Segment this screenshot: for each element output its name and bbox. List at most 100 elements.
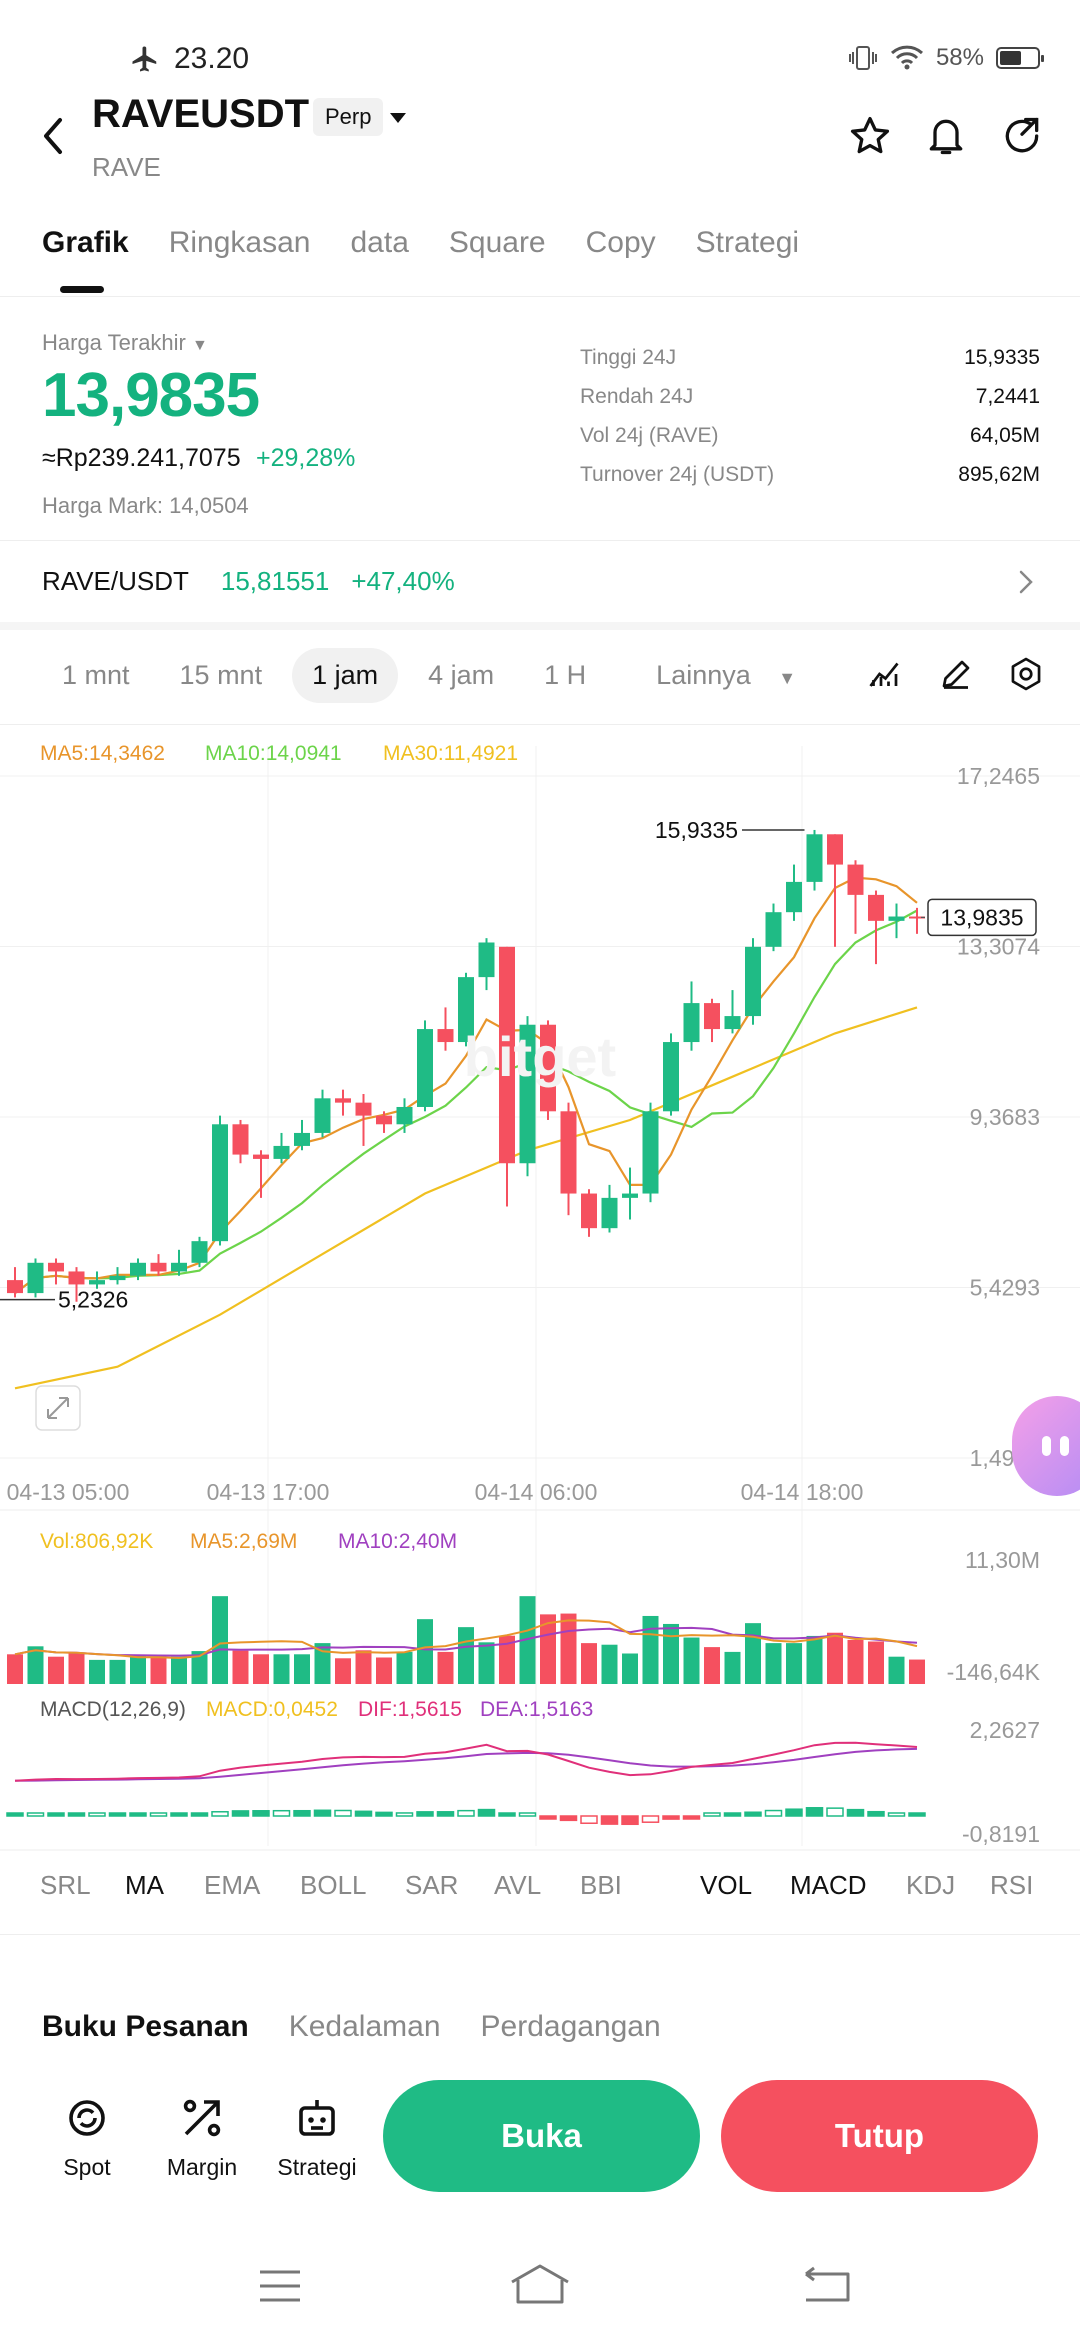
open-position-button[interactable]: Buka: [383, 2080, 700, 2192]
stat-row: Turnover 24j (USDT) 895,62M: [580, 463, 1040, 502]
interval-1m[interactable]: 1 mnt: [62, 660, 130, 690]
candle-up: [417, 1029, 433, 1107]
divider: [0, 724, 1080, 725]
assistant-bubble[interactable]: [1012, 1396, 1080, 1496]
strategi-action[interactable]: Strategi: [274, 2090, 360, 2181]
ma30-label: MA30:11,4921: [383, 742, 518, 765]
spot-pair-row[interactable]: RAVE/USDT 15,81551 +47,40%: [42, 566, 455, 597]
macd-y-max: 2,2627: [970, 1717, 1040, 1743]
indicator-macd[interactable]: MACD: [790, 1870, 867, 1900]
volume-bar: [458, 1627, 474, 1684]
y-tick-label: 9,3683: [970, 1104, 1040, 1130]
indicator-kdj[interactable]: KDJ: [906, 1870, 956, 1900]
volume-bar: [109, 1659, 126, 1684]
stat-value: 15,9335: [964, 346, 1040, 369]
volume-bar: [396, 1651, 413, 1684]
interval-1d[interactable]: 1 H: [544, 660, 587, 690]
tab-depth[interactable]: Kedalaman: [288, 2010, 441, 2043]
x-tick-label: 04-14 18:00: [741, 1479, 864, 1505]
tab-trades[interactable]: Perdagangan: [480, 2010, 661, 2043]
candle-down: [868, 894, 884, 921]
indicator-ema[interactable]: EMA: [204, 1870, 261, 1900]
tab-order-book[interactable]: Buku Pesanan: [42, 2010, 249, 2043]
interval-more[interactable]: Lainnya ▼: [656, 660, 797, 690]
stat-row: Vol 24j (RAVE) 64,05M: [580, 424, 1040, 463]
chevron-down-icon[interactable]: [388, 110, 408, 126]
back-nav-icon[interactable]: [805, 2266, 850, 2302]
volume-bar: [478, 1642, 495, 1684]
volume-bar: [663, 1623, 679, 1684]
chevron-right-icon[interactable]: [1016, 568, 1036, 596]
macd-histogram-bar: [764, 1809, 783, 1817]
vol-label: Vol:806,92K: [40, 1530, 153, 1553]
margin-action[interactable]: Margin: [162, 2090, 242, 2181]
candle-up: [130, 1262, 146, 1276]
stat-row: Rendah 24J 7,2441: [580, 385, 1040, 424]
stat-value: 64,05M: [969, 424, 1040, 447]
indicator-vol[interactable]: VOL: [700, 1870, 753, 1900]
menu-icon[interactable]: [260, 2270, 300, 2302]
candle-down: [540, 1024, 556, 1112]
page-title[interactable]: RAVEUSDT: [92, 92, 310, 136]
tab-ringkasan[interactable]: Ringkasan: [168, 226, 311, 259]
dea-label: DEA:1,5163: [480, 1698, 593, 1721]
macd-histogram-bar: [723, 1812, 742, 1817]
indicator-ma[interactable]: MA: [125, 1870, 164, 1900]
indicator-avl[interactable]: AVL: [494, 1870, 542, 1900]
candle-up: [622, 1193, 638, 1198]
close-position-button[interactable]: Tutup: [721, 2080, 1038, 2192]
tab-copy[interactable]: Copy: [585, 226, 656, 259]
macd-histogram-bar: [375, 1811, 393, 1817]
last-price-label[interactable]: Harga Terakhir ▼: [42, 330, 208, 355]
volume-bar: [27, 1646, 44, 1684]
macd-histogram-bar: [682, 1815, 701, 1820]
book-tabs: Buku Pesanan Kedalaman Perdagangan: [42, 2010, 661, 2044]
mark-price: Harga Mark: 14,0504: [42, 493, 249, 518]
tab-grafik[interactable]: Grafik: [42, 226, 129, 259]
macd-y-min: -0,8191: [962, 1821, 1040, 1847]
macd-histogram-bar: [477, 1808, 496, 1817]
macd-histogram-bar: [354, 1810, 373, 1817]
indicator-icon[interactable]: [866, 656, 902, 692]
interval-15m[interactable]: 15 mnt: [179, 660, 263, 690]
interval-1h[interactable]: 1 jam: [292, 648, 399, 703]
candle-down: [581, 1193, 597, 1229]
indicator-sar[interactable]: SAR: [405, 1870, 459, 1900]
back-icon[interactable]: [38, 114, 68, 158]
star-icon[interactable]: [848, 114, 892, 158]
volume-bar: [560, 1613, 577, 1684]
high-label: 15,9335: [655, 817, 738, 843]
candle-down: [499, 946, 515, 1164]
draw-icon[interactable]: [938, 656, 974, 692]
share-icon[interactable]: [1000, 114, 1044, 158]
macd-histogram-bar: [846, 1808, 865, 1817]
candle-down: [376, 1115, 392, 1125]
watermark-logo: bitget: [464, 1025, 616, 1088]
home-icon[interactable]: [511, 2264, 569, 2304]
indicator-bbi[interactable]: BBI: [580, 1870, 622, 1900]
macd-histogram-bar: [867, 1810, 885, 1817]
bell-icon[interactable]: [924, 112, 968, 160]
section-gap: [0, 622, 1080, 630]
indicator-rsi[interactable]: RSI: [990, 1870, 1034, 1900]
macd-histogram-bar: [6, 1812, 24, 1817]
macd-histogram-bar: [580, 1815, 598, 1824]
perp-badge[interactable]: Perp: [313, 98, 384, 136]
macd-histogram-bar: [559, 1815, 578, 1822]
tab-data[interactable]: data: [350, 226, 409, 259]
macd-histogram-bar: [313, 1809, 332, 1817]
settings-icon[interactable]: [1008, 656, 1044, 692]
spot-action[interactable]: Spot: [52, 2090, 122, 2181]
macd-histogram-bar: [539, 1815, 557, 1820]
volume-bar: [745, 1623, 761, 1684]
indicator-srl[interactable]: SRL: [40, 1870, 91, 1900]
indicator-boll[interactable]: BOLL: [300, 1870, 367, 1900]
interval-4h[interactable]: 4 jam: [428, 660, 495, 690]
main-tabs: Grafik Ringkasan data Square Copy Strate…: [42, 226, 799, 260]
volume-bar: [191, 1651, 208, 1684]
candle-up: [745, 946, 761, 1017]
price-chart[interactable]: MA5:14,3462 MA10:14,0941 MA30:11,4921 17,24…: [0, 726, 1080, 1856]
macd-histogram-bar: [293, 1809, 311, 1817]
tab-square[interactable]: Square: [448, 226, 546, 259]
tab-strategi[interactable]: Strategi: [695, 226, 800, 259]
